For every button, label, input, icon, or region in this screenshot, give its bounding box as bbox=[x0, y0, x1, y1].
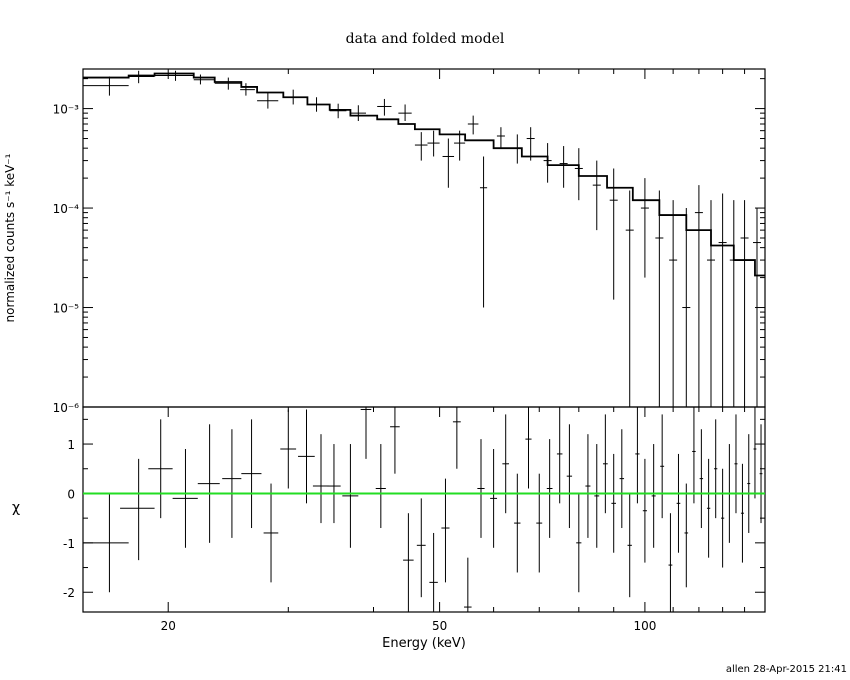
upper-y-tick-label: 10⁻⁶ bbox=[53, 401, 80, 415]
upper-y-ticks: 10⁻³ 10⁻⁴ 10⁻⁵ 10⁻⁶ bbox=[53, 78, 765, 415]
footer-stamp: allen 28-Apr-2015 21:41 bbox=[726, 664, 847, 675]
data-points bbox=[83, 70, 761, 407]
x-axis-label: Energy (keV) bbox=[382, 636, 466, 651]
upper-y-tick-label: 10⁻⁵ bbox=[53, 302, 80, 316]
lower-panel: 1 0 -1 -2 20 50 100 bbox=[63, 69, 766, 633]
x-tick-label: 20 bbox=[161, 619, 176, 633]
residual-y-tick-label: 1 bbox=[67, 438, 75, 452]
residual-points bbox=[83, 407, 763, 612]
residual-y-tick-label: -2 bbox=[63, 586, 75, 600]
residual-y-tick-label: 0 bbox=[67, 487, 75, 501]
x-tick-label: 100 bbox=[633, 619, 656, 633]
residual-y-tick-label: -1 bbox=[63, 537, 75, 551]
residual-y-ticks: 1 0 -1 -2 bbox=[63, 418, 765, 600]
lower-plot-frame bbox=[82, 406, 766, 613]
upper-y-tick-label: 10⁻³ bbox=[53, 103, 80, 117]
upper-y-axis-label: normalized counts s⁻¹ keV⁻¹ bbox=[3, 153, 17, 322]
x-tick-label: 50 bbox=[432, 619, 447, 633]
chart-title: data and folded model bbox=[346, 31, 505, 47]
x-ticks: 20 50 100 bbox=[161, 69, 766, 633]
upper-y-tick-label: 10⁻⁴ bbox=[53, 202, 80, 216]
folded-model-line bbox=[83, 72, 765, 277]
residual-y-axis-label: χ bbox=[12, 500, 20, 516]
model-step-path bbox=[83, 72, 765, 277]
upper-panel: 10⁻³ 10⁻⁴ 10⁻⁵ 10⁻⁶ bbox=[53, 68, 766, 415]
